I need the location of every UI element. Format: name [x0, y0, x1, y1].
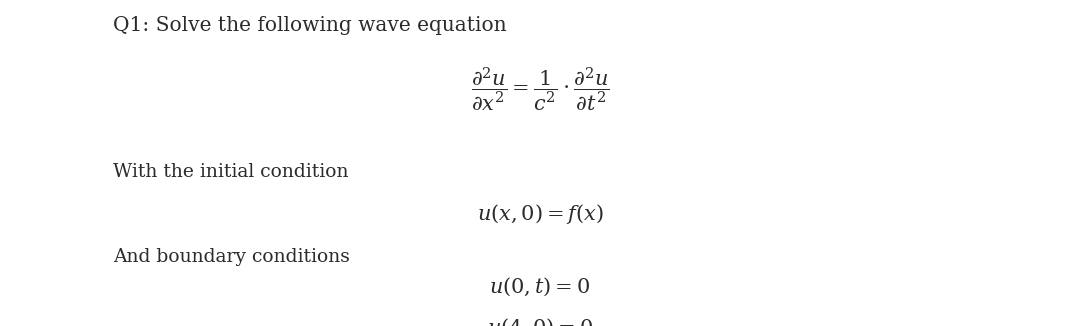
Text: Q1: Solve the following wave equation: Q1: Solve the following wave equation [113, 16, 507, 35]
Text: $u(x,0) = f(x)$: $u(x,0) = f(x)$ [476, 202, 604, 226]
Text: With the initial condition: With the initial condition [113, 163, 349, 181]
Text: $u(4,0) = 0$: $u(4,0) = 0$ [487, 316, 593, 326]
Text: $\dfrac{\partial^2 u}{\partial x^2} = \dfrac{1}{c^2} \cdot \dfrac{\partial^2 u}{: $\dfrac{\partial^2 u}{\partial x^2} = \d… [471, 65, 609, 113]
Text: $u(0,t) = 0$: $u(0,t) = 0$ [489, 275, 591, 298]
Text: And boundary conditions: And boundary conditions [113, 248, 350, 266]
